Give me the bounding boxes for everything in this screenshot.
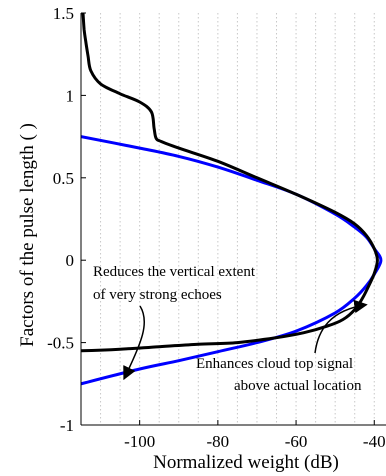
axis-ticks: -100 -80 -60 -40 -1 -0.5 0 0.5 1 1.5 [47, 4, 386, 451]
y-tick-label: 0.5 [53, 169, 74, 188]
annotation-reduces: Reduces the vertical extent of very stro… [93, 264, 256, 303]
annotation-enhances-arrow [314, 299, 368, 354]
x-tick-label: -60 [285, 432, 308, 451]
blue-series-line [81, 135, 383, 386]
grid [100, 13, 375, 425]
x-tick-label: -40 [363, 432, 386, 451]
y-tick-label: 0 [66, 251, 75, 270]
annotation-arrows [123, 299, 368, 381]
annotation-reduces-arrow [123, 305, 146, 381]
black-series-line [81, 13, 379, 353]
annotation-reduces-line-2: of very strong echoes [93, 287, 222, 303]
annotation-enhances-line-2: above actual location [234, 378, 362, 394]
annotation-reduces-line-1: Reduces the vertical extent [93, 264, 256, 280]
y-tick-label: 1 [66, 86, 75, 105]
y-tick-label: -1 [60, 416, 74, 435]
annotation-enhances-line-1: Enhances cloud top signal [196, 356, 353, 372]
annotation-enhances: Enhances cloud top signal above actual l… [196, 356, 362, 394]
y-tick-label: -0.5 [47, 334, 74, 353]
y-axis-label: Factors of the pulse length ( ) [17, 123, 38, 347]
x-tick-label: -80 [207, 432, 230, 451]
x-tick-label: -100 [124, 432, 155, 451]
y-tick-label: 1.5 [53, 4, 74, 23]
x-axis-label: Normalized weight (dB) [153, 452, 339, 473]
